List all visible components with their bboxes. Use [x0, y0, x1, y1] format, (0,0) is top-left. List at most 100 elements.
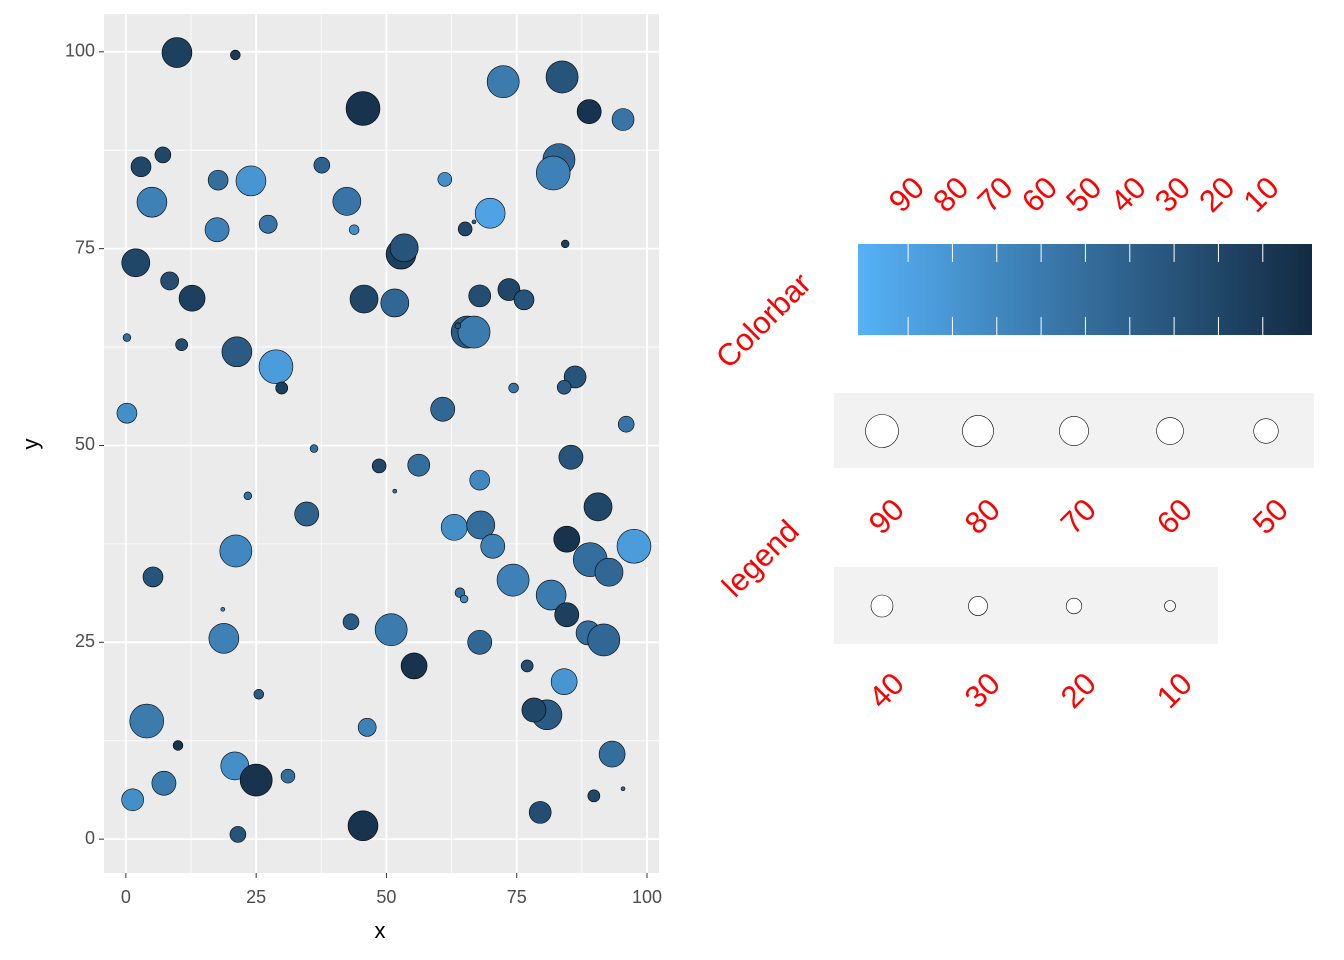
- point: [437, 172, 453, 187]
- colorbar-tick-label: 90: [882, 170, 931, 219]
- legend-label: 80: [958, 492, 1007, 541]
- point: [175, 338, 188, 352]
- point: [142, 566, 164, 588]
- colorbar-tick-label: 50: [1059, 170, 1108, 219]
- point: [121, 788, 144, 812]
- legend-label: 30: [958, 666, 1007, 715]
- point: [400, 652, 428, 680]
- point: [122, 333, 132, 342]
- point: [474, 197, 506, 229]
- point: [380, 288, 410, 318]
- point: [220, 606, 226, 612]
- point: [594, 557, 624, 587]
- point: [407, 453, 431, 477]
- point: [466, 510, 496, 540]
- point: [587, 789, 601, 803]
- colorbar-tick-label: 20: [1192, 170, 1241, 219]
- y-tick-label: 50: [75, 434, 95, 454]
- legend-label: 70: [1054, 492, 1103, 541]
- point: [620, 786, 626, 792]
- plot-panel: [104, 14, 659, 873]
- point: [587, 623, 621, 657]
- legend-key: [870, 594, 894, 618]
- point: [235, 165, 267, 197]
- point: [160, 271, 180, 291]
- legend-key: [1164, 600, 1176, 612]
- legend-key: [1156, 417, 1184, 445]
- legend-label: 50: [1246, 492, 1295, 541]
- y-tick-label: 75: [75, 237, 95, 257]
- x-tick-label: 50: [376, 887, 396, 907]
- point: [535, 155, 571, 191]
- point: [129, 703, 164, 739]
- colorbar-tick-label: 10: [1237, 170, 1286, 219]
- point: [116, 402, 138, 424]
- point: [521, 697, 547, 723]
- x-tick-label: 75: [507, 887, 527, 907]
- point: [576, 99, 602, 124]
- point: [348, 224, 360, 235]
- point: [550, 668, 578, 695]
- legend-key: [865, 414, 899, 448]
- point: [151, 770, 177, 796]
- point: [219, 534, 253, 568]
- legend-key: [1059, 416, 1089, 446]
- colorbar-title: Colorbar: [709, 266, 818, 375]
- point: [497, 278, 521, 301]
- point: [136, 186, 168, 218]
- point: [545, 60, 579, 94]
- point: [513, 289, 535, 311]
- legend-label: 10: [1150, 666, 1199, 715]
- x-tick-label: 25: [246, 887, 266, 907]
- legend-key-row: [834, 567, 1218, 644]
- point: [430, 396, 456, 422]
- point: [558, 444, 584, 470]
- point: [280, 768, 296, 784]
- point: [332, 187, 362, 216]
- point: [207, 169, 229, 191]
- point: [357, 717, 377, 737]
- point: [598, 740, 626, 768]
- point: [561, 239, 570, 249]
- point: [454, 587, 466, 598]
- x-tick-label: 100: [632, 887, 662, 907]
- point: [611, 108, 635, 131]
- point: [239, 763, 273, 797]
- point: [457, 315, 491, 349]
- y-tick-label: 25: [75, 631, 95, 651]
- point: [243, 491, 253, 501]
- y-tick-label: 0: [85, 828, 95, 848]
- legend-label: 90: [862, 492, 911, 541]
- point: [471, 219, 477, 225]
- point: [178, 284, 206, 312]
- colorbar-tick-label: 60: [1015, 170, 1064, 219]
- point: [121, 248, 151, 278]
- point: [371, 458, 387, 474]
- point: [583, 492, 613, 522]
- colorbar-tick-label: 30: [1148, 170, 1197, 219]
- point: [480, 533, 506, 559]
- point: [345, 91, 381, 126]
- point: [374, 613, 408, 647]
- point: [342, 613, 360, 631]
- point: [154, 146, 172, 164]
- point: [389, 233, 419, 263]
- point: [459, 594, 469, 604]
- legend-key: [968, 596, 988, 616]
- point: [508, 382, 519, 394]
- point: [349, 284, 379, 314]
- point: [535, 579, 567, 611]
- legend-label: 60: [1150, 492, 1199, 541]
- point: [553, 525, 581, 553]
- point: [253, 689, 264, 700]
- point: [161, 37, 193, 68]
- colorbar-tick-label: 80: [926, 170, 975, 219]
- point: [554, 602, 580, 628]
- point: [616, 528, 652, 564]
- point: [468, 284, 492, 308]
- point: [130, 156, 152, 178]
- legend-key: [1253, 418, 1279, 444]
- point: [275, 381, 289, 395]
- size-legend-title: legend: [715, 513, 806, 604]
